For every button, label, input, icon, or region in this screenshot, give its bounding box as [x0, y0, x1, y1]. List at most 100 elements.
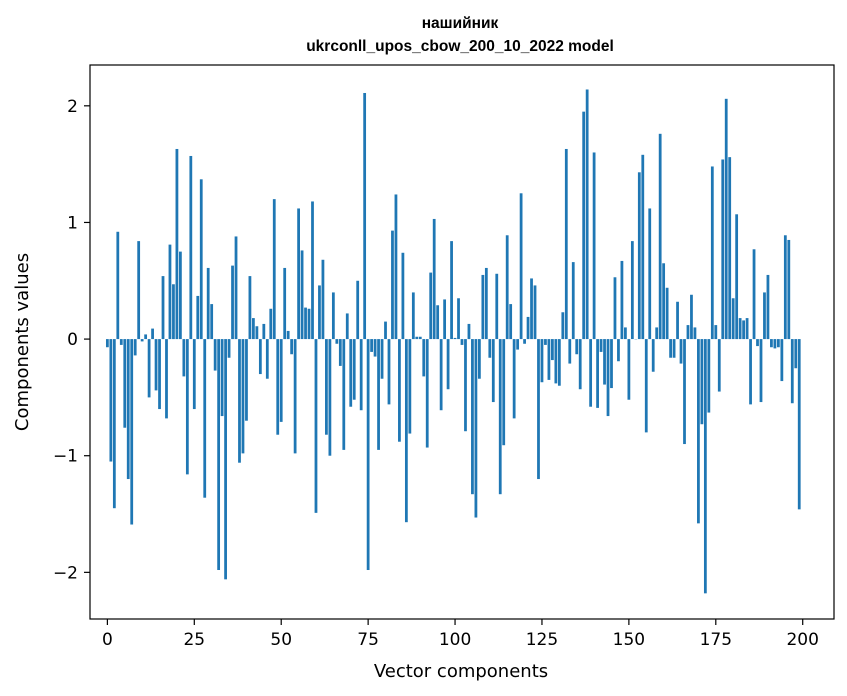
bar — [359, 339, 363, 411]
bar — [321, 259, 325, 340]
bar — [436, 305, 440, 340]
bar — [203, 339, 207, 498]
bar — [248, 276, 252, 340]
bar — [644, 339, 648, 433]
bar — [624, 327, 627, 340]
x-tick-label: 200 — [786, 630, 818, 650]
bar — [686, 325, 690, 340]
bar — [224, 339, 227, 580]
bar — [575, 339, 579, 355]
bar — [797, 339, 801, 510]
bar — [599, 339, 603, 352]
bar — [408, 339, 412, 434]
bar — [537, 339, 540, 480]
x-axis-label: Vector components — [374, 661, 548, 682]
bar — [231, 265, 234, 340]
bar — [335, 339, 339, 344]
x-tick-label: 75 — [357, 630, 379, 650]
x-tick-label: 100 — [439, 630, 471, 650]
bar — [683, 339, 686, 445]
bar — [112, 339, 116, 509]
bar — [119, 339, 123, 345]
bar — [265, 339, 269, 379]
bar — [554, 339, 558, 384]
bar — [199, 179, 203, 340]
bar — [752, 249, 756, 340]
bar — [373, 339, 377, 357]
x-tick-label: 175 — [700, 630, 732, 650]
x-tick-label: 25 — [183, 630, 205, 650]
bar — [227, 339, 231, 358]
bar — [210, 304, 214, 340]
bar — [759, 339, 763, 403]
bar — [411, 292, 415, 340]
bar — [498, 339, 502, 495]
bar — [533, 285, 537, 340]
bar — [794, 339, 798, 369]
bar — [154, 339, 158, 391]
bar — [512, 339, 516, 419]
bar — [526, 316, 530, 340]
bar — [745, 318, 749, 340]
bar — [637, 172, 641, 340]
bar — [363, 92, 367, 340]
bar — [185, 339, 189, 475]
bar — [679, 339, 683, 364]
bar — [279, 339, 283, 422]
bar — [672, 339, 676, 358]
bar — [578, 339, 582, 390]
plot-frame — [89, 64, 835, 620]
bar — [394, 194, 398, 340]
chart-title: нашийник — [422, 15, 499, 32]
bar — [540, 339, 544, 383]
bar — [290, 339, 294, 355]
bar — [252, 318, 255, 340]
bar — [662, 263, 666, 340]
bar — [617, 339, 620, 362]
bar — [105, 339, 109, 348]
bar — [398, 339, 401, 442]
bar — [165, 339, 168, 419]
bar — [655, 327, 659, 340]
bar — [690, 294, 693, 340]
bar — [596, 339, 599, 408]
bar — [439, 339, 443, 411]
bar — [735, 214, 739, 340]
bar — [457, 298, 460, 340]
bar — [179, 251, 182, 340]
x-tick-label: 50 — [270, 630, 292, 650]
bar — [192, 339, 196, 410]
bar — [783, 235, 787, 340]
bar — [693, 327, 697, 340]
bar — [474, 339, 478, 518]
bar — [530, 278, 533, 340]
bar — [262, 323, 266, 340]
bar — [352, 339, 356, 400]
bar — [109, 339, 113, 462]
bar — [651, 339, 655, 372]
bar — [126, 339, 130, 480]
bar — [756, 339, 759, 347]
bar — [446, 339, 450, 390]
bar — [568, 339, 572, 364]
bar — [742, 320, 745, 340]
bar — [770, 339, 773, 348]
bar — [710, 166, 714, 340]
bar — [356, 280, 360, 340]
y-tick-label: 2 — [67, 97, 78, 117]
bar — [123, 339, 127, 428]
bar — [172, 284, 175, 340]
bar — [641, 154, 645, 340]
bar — [564, 148, 568, 340]
bar — [293, 339, 297, 454]
y-axis-label: Components values — [12, 253, 33, 431]
bar — [234, 236, 238, 340]
bar — [182, 339, 186, 377]
bar — [286, 330, 290, 340]
bar — [269, 308, 273, 340]
bar — [196, 295, 200, 340]
bar — [773, 339, 777, 349]
bar — [255, 326, 259, 340]
bar — [630, 241, 634, 340]
bar — [703, 339, 707, 594]
